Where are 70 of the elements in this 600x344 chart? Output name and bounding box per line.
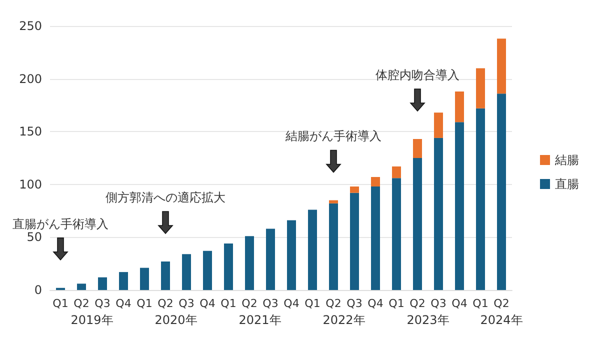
x-tick-label: Q2 [494, 297, 510, 310]
text: 2022年 [322, 313, 366, 327]
x-tick-label: Q4 [200, 297, 216, 310]
x-tick-label: Q1 [304, 297, 320, 310]
x-tick-label: Q1 [388, 297, 404, 310]
bar [476, 68, 485, 108]
x-tick-label: Q3 [430, 297, 446, 310]
x-tick-label: Q1 [472, 297, 488, 310]
bar [497, 38, 506, 94]
x-tick-label: Q3 [262, 297, 278, 310]
legend-label: 結腸 [554, 153, 579, 167]
text: 2024年 [480, 313, 523, 327]
x-tick-label: Q4 [116, 297, 132, 310]
annotation: 体腔内吻合導入 [376, 68, 460, 82]
x-tick-label: Q2 [326, 297, 342, 310]
x-tick-label: Q1 [52, 297, 68, 310]
y-tick-label: 200 [19, 72, 42, 86]
text: 2019年 [70, 313, 114, 327]
bar [434, 112, 443, 138]
bar [287, 220, 296, 290]
bar [476, 108, 485, 290]
bar [455, 122, 464, 290]
bar [455, 91, 464, 122]
bar [308, 210, 317, 290]
bar [203, 250, 212, 290]
x-tick-label: Q2 [242, 297, 258, 310]
annotation: 結腸がん手術導入 [284, 129, 382, 144]
x-tick-label: Q3 [94, 297, 110, 310]
bar [497, 94, 506, 290]
bar [413, 138, 422, 158]
bar [266, 228, 275, 290]
x-tick-label: Q3 [178, 297, 194, 310]
bar [371, 177, 380, 187]
text: 2021年 [238, 313, 282, 327]
text: 2020年 [154, 313, 198, 327]
bar [350, 186, 359, 193]
bar [245, 236, 254, 290]
bar [329, 200, 338, 204]
bar [140, 268, 149, 290]
x-tick-label: Q1 [136, 297, 152, 310]
x-tick-label: Q3 [346, 297, 362, 310]
x-tick-label: Q4 [368, 297, 384, 310]
bar [434, 138, 443, 290]
bar [329, 203, 338, 290]
annotation: 直腸がん手術導入 [12, 216, 108, 231]
x-tick-label: Q2 [410, 297, 426, 310]
y-tick-label: 50 [26, 230, 42, 244]
y-tick-label: 100 [19, 177, 42, 192]
bar [413, 158, 422, 290]
bar [350, 192, 359, 290]
bar [371, 186, 380, 290]
x-tick-label: Q2 [74, 297, 90, 310]
x-tick-label: Q1 [220, 297, 236, 310]
x-tick-label: Q2 [158, 297, 174, 310]
x-tick-label: Q4 [284, 297, 300, 310]
bar [392, 178, 401, 290]
y-tick-label: 150 [19, 124, 42, 139]
x-tick-label: Q4 [452, 297, 468, 310]
y-tick-label: 0 [34, 283, 42, 297]
y-tick-label: 250 [19, 19, 42, 33]
text: 2023年 [406, 313, 450, 327]
legend-label: 直腸 [555, 177, 579, 191]
annotation: 側方郭清への適応拡大 [106, 190, 226, 204]
bar [77, 284, 86, 290]
bar [392, 166, 401, 178]
bar [182, 254, 191, 290]
bar [119, 272, 128, 290]
bar [224, 244, 233, 290]
bar [161, 261, 170, 290]
bar [98, 277, 107, 290]
